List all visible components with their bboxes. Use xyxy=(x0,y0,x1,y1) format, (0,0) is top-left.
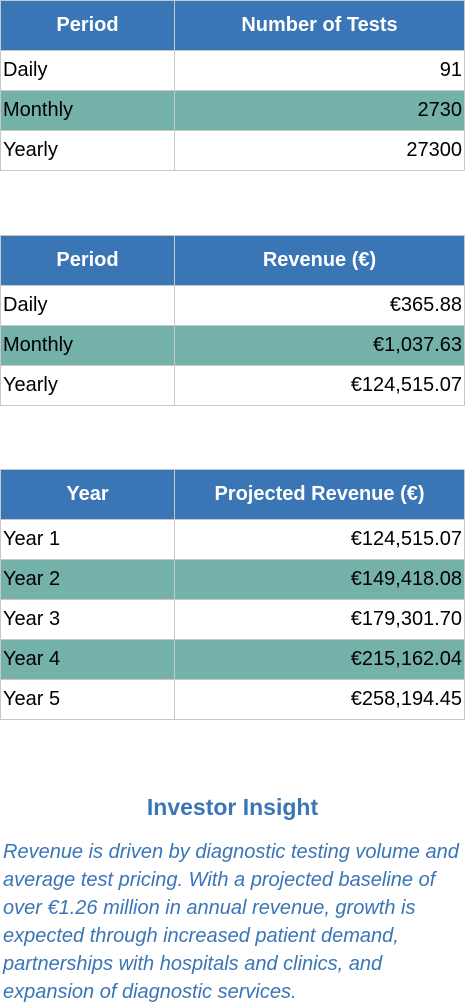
table-row: Yearly €124,515.07 xyxy=(0,365,465,406)
row-value: 2730 xyxy=(174,90,465,131)
row-label: Yearly xyxy=(0,365,175,406)
insight-paragraph: Revenue is driven by diagnostic testing … xyxy=(3,841,459,1003)
column-header-period: Period xyxy=(0,0,175,51)
column-header-period: Period xyxy=(0,235,175,286)
revenue-table: Period Revenue (€) Daily €365.88 Monthly… xyxy=(0,235,465,406)
column-header-year: Year xyxy=(0,469,175,520)
row-label: Year 2 xyxy=(0,559,175,600)
table-header-row: Period Revenue (€) xyxy=(0,235,465,286)
row-label: Year 3 xyxy=(0,599,175,640)
column-header-projected-revenue: Projected Revenue (€) xyxy=(174,469,465,520)
row-value: €124,515.07 xyxy=(174,519,465,560)
row-value: €258,194.45 xyxy=(174,679,465,720)
row-label: Daily xyxy=(0,285,175,326)
column-header-number-of-tests: Number of Tests xyxy=(174,0,465,51)
table-row: Year 4 €215,162.04 xyxy=(0,639,465,680)
row-label: Monthly xyxy=(0,325,175,366)
table-row: Year 1 €124,515.07 xyxy=(0,519,465,560)
row-label: Daily xyxy=(0,50,175,91)
insight-title: Investor Insight xyxy=(146,794,319,820)
table-row: Monthly 2730 xyxy=(0,90,465,131)
table-row: Year 3 €179,301.70 xyxy=(0,599,465,640)
row-value: €149,418.08 xyxy=(174,559,465,600)
row-value: €365.88 xyxy=(174,285,465,326)
row-label: Year 5 xyxy=(0,679,175,720)
table-row: Monthly €1,037.63 xyxy=(0,325,465,366)
row-value: €179,301.70 xyxy=(174,599,465,640)
table-row: Year 5 €258,194.45 xyxy=(0,679,465,720)
table-row: Year 2 €149,418.08 xyxy=(0,559,465,600)
column-header-revenue: Revenue (€) xyxy=(174,235,465,286)
tests-table: Period Number of Tests Daily 91 Monthly … xyxy=(0,0,465,171)
row-value: €215,162.04 xyxy=(174,639,465,680)
table-row: Yearly 27300 xyxy=(0,130,465,171)
row-value: 27300 xyxy=(174,130,465,171)
row-value: 91 xyxy=(174,50,465,91)
table-row: Daily 91 xyxy=(0,50,465,91)
table-row: Daily €365.88 xyxy=(0,285,465,326)
row-label: Yearly xyxy=(0,130,175,171)
row-value: €1,037.63 xyxy=(174,325,465,366)
table-header-row: Period Number of Tests xyxy=(0,0,465,51)
row-label: Year 4 xyxy=(0,639,175,680)
row-label: Year 1 xyxy=(0,519,175,560)
row-value: €124,515.07 xyxy=(174,365,465,406)
projection-table: Year Projected Revenue (€) Year 1 €124,5… xyxy=(0,469,465,720)
table-header-row: Year Projected Revenue (€) xyxy=(0,469,465,520)
row-label: Monthly xyxy=(0,90,175,131)
